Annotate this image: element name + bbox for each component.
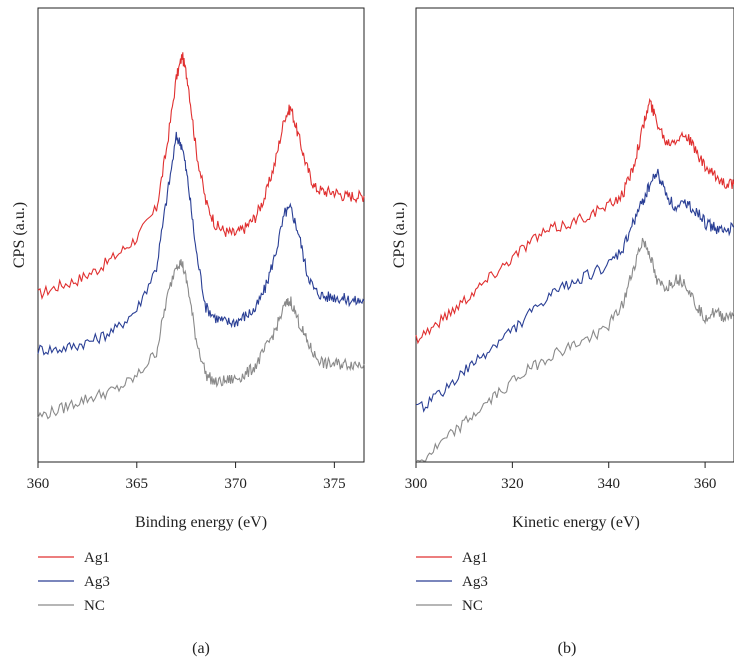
series-layer-b [415,97,734,462]
x-ticks-a: 360 365 370 375 [27,462,346,492]
x-tick-label-a: 375 [323,476,346,492]
x-ticks-b: 300 320 340 360 [405,462,717,492]
x-tick-label-b: 340 [597,476,620,492]
series-layer-a [37,52,365,420]
series-line-ag3-a [37,131,365,356]
legend-label-nc-a: NC [84,598,105,614]
legend-label-ag3-a: Ag3 [84,574,110,590]
legend-label-ag1-a: Ag1 [84,550,110,566]
y-axis-title-b: CPS (a.u.) [391,202,408,268]
series-line-ag3-b [415,168,734,413]
series-line-ag1-b [415,97,734,345]
x-tick-label-b: 300 [405,476,428,492]
plot-frame-a [37,7,365,463]
x-axis-title-a: Binding energy (eV) [135,514,267,531]
legend-label-nc-b: NC [462,598,483,614]
series-line-ag1-a [37,52,365,300]
x-tick-label-a: 365 [126,476,149,492]
x-tick-label-a: 360 [27,476,50,492]
panel-label-a: (a) [192,640,210,657]
x-tick-label-b: 360 [694,476,717,492]
x-tick-label-b: 320 [501,476,524,492]
y-axis-title-a: CPS (a.u.) [11,202,28,268]
series-line-nc-b [415,237,734,462]
legend-b: Ag1 Ag3 NC [416,550,488,614]
series-line-nc-a [37,259,365,420]
x-axis-title-b: Kinetic energy (eV) [512,514,640,531]
chart-panel-a: 360 365 370 375 Binding energy (eV) CPS (a.… [11,7,365,657]
panel-label-b: (b) [558,640,577,657]
x-tick-label-a: 370 [224,476,247,492]
plot-frame-b [415,7,734,463]
chart-panel-b: 300 320 340 360 Kinetic energy (eV) CPS (a.… [391,7,734,657]
legend-label-ag3-b: Ag3 [462,574,488,590]
legend-label-ag1-b: Ag1 [462,550,488,566]
legend-a: Ag1 Ag3 NC [38,550,110,614]
